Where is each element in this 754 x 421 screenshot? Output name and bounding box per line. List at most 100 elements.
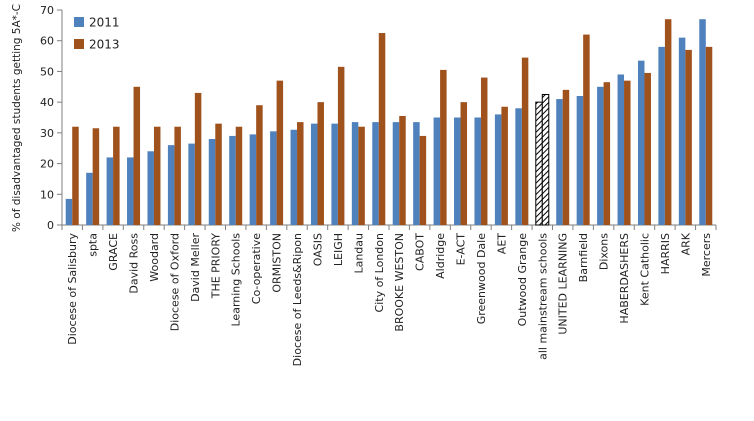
category-label: LEIGH — [332, 233, 345, 266]
bar-2013-10 — [276, 80, 284, 226]
category-label: Dixons — [598, 233, 611, 270]
category-label: David Meller — [189, 233, 202, 302]
category-label: Diocese of Oxford — [168, 233, 181, 331]
bar-2013-0 — [72, 126, 79, 225]
bar-2013-14 — [358, 126, 365, 225]
legend-swatch-2013 — [74, 39, 84, 49]
category-label: Co-operative — [250, 233, 263, 304]
category-label: OASIS — [311, 233, 324, 266]
bar-2011-9 — [249, 134, 257, 225]
bar-2013-24 — [562, 89, 570, 225]
bar-2011-19 — [454, 117, 461, 225]
bar-2011-2 — [106, 157, 114, 225]
category-label: ARK — [679, 232, 692, 255]
category-label: Landau — [352, 233, 365, 274]
bars — [65, 19, 713, 226]
bar-2013-13 — [337, 66, 345, 225]
category-label: all mainstream schools — [536, 233, 549, 360]
category-label: Outwood Grange — [516, 233, 529, 327]
bar-2011-1 — [86, 172, 93, 225]
y-axis: 0 10 20 30 40 50 60 70 — [40, 4, 63, 232]
y-tick-label: 20 — [40, 158, 54, 171]
bar-2013-25 — [583, 34, 590, 226]
y-tick-label: 0 — [47, 219, 54, 232]
legend-swatch-2011 — [74, 17, 84, 27]
bar-2013-7 — [215, 123, 222, 225]
y-axis-title: % of disadvantaged students getting 5A*-… — [11, 4, 23, 232]
bar-2013-22 — [521, 57, 529, 225]
bar-2013-6 — [194, 92, 202, 225]
bar-2013-12 — [317, 102, 324, 225]
bar-2013-15 — [378, 33, 386, 226]
category-label: CABOT — [414, 233, 427, 271]
bar-2013-30 — [685, 49, 692, 225]
bar-2011-7 — [208, 139, 216, 225]
bar-2013-2 — [113, 126, 120, 225]
bar-2011-21 — [494, 114, 502, 225]
bar-2011-10 — [270, 131, 277, 225]
bar-2011-31 — [699, 19, 706, 226]
y-tick-label: 50 — [40, 65, 54, 78]
bar-2013-5 — [174, 126, 181, 225]
bar-2013-21 — [501, 106, 508, 225]
bar-2013-3 — [133, 86, 141, 226]
category-label: BROOKE WESTON — [393, 233, 406, 332]
bar-2013-31 — [705, 46, 713, 225]
y-tick-label: 40 — [40, 96, 54, 109]
category-label: HABERDASHERS — [618, 233, 631, 324]
bar-2011-13 — [331, 123, 338, 225]
category-label: Greenwood Dale — [475, 233, 488, 325]
bar-2011-6 — [188, 143, 195, 225]
bar-2011-28 — [637, 60, 645, 225]
category-label: Diocese of Salisbury — [66, 233, 79, 345]
bar-2011-17 — [413, 122, 420, 225]
bar-2011-25 — [576, 96, 584, 225]
category-label: THE PRIORY — [209, 233, 222, 300]
category-label: Mercers — [700, 233, 713, 277]
category-label: GRACE — [107, 233, 120, 271]
bar-2013-19 — [460, 102, 468, 225]
category-label: AET — [495, 233, 508, 254]
bar-2011-14 — [351, 122, 359, 225]
bar-2011-20 — [474, 117, 481, 225]
bar-2011-16 — [392, 122, 400, 225]
category-label: Barnfield — [577, 233, 590, 282]
bar-2011-26 — [597, 86, 604, 226]
category-label: City of London — [373, 233, 386, 313]
bar-2011-15 — [372, 122, 379, 225]
bar-2011-29 — [658, 46, 665, 225]
category-label: ORMISTON — [271, 233, 284, 293]
category-label: David Ross — [128, 233, 141, 294]
bar-2011-22 — [515, 108, 522, 225]
bar-2013-17 — [419, 135, 427, 225]
bar-2013-29 — [664, 19, 672, 226]
bar-2013-27 — [624, 80, 631, 226]
bar-2013-26 — [603, 82, 611, 225]
category-label: Woodard — [148, 233, 161, 282]
bar-2011-27 — [617, 74, 625, 225]
x-axis: Diocese of Salisbury spta GRACE David Ross W… — [61, 224, 717, 366]
y-tick-label: 10 — [40, 188, 54, 201]
bar-2011-30 — [678, 37, 686, 226]
category-label: UNITED LEARNING — [557, 233, 570, 335]
bar-2013-9 — [256, 105, 263, 225]
category-label: Aldridge — [434, 233, 447, 279]
bar-2011-4 — [147, 151, 154, 225]
bar-2013-8 — [235, 126, 243, 225]
bar-2011-8 — [229, 135, 236, 225]
y-tick-label: 30 — [40, 127, 54, 140]
category-label: Learning Schools — [230, 233, 243, 327]
bar-2011-24 — [556, 99, 563, 225]
bar-2011-3 — [127, 157, 134, 225]
bar-2013-16 — [399, 115, 406, 225]
y-tick-label: 70 — [40, 4, 54, 17]
y-tick-label: 60 — [40, 35, 54, 48]
bar-2011-0 — [65, 198, 73, 225]
legend: 2011 2013 — [74, 16, 120, 52]
bar-2013-20 — [480, 77, 488, 225]
bar-2013-18 — [440, 69, 447, 226]
bar-2013-28 — [644, 72, 651, 225]
bar-2013-23 — [541, 93, 550, 226]
bar-2013-4 — [153, 126, 161, 225]
